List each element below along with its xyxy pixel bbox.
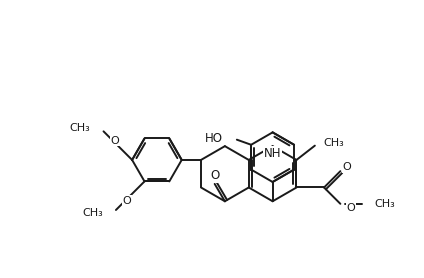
Text: O: O	[123, 196, 131, 206]
Text: O: O	[342, 162, 351, 172]
Text: CH₃: CH₃	[70, 123, 90, 133]
Text: O: O	[346, 203, 355, 213]
Text: O: O	[210, 169, 219, 182]
Text: CH₃: CH₃	[375, 199, 396, 209]
Text: NH: NH	[264, 147, 282, 160]
Text: O: O	[110, 136, 119, 145]
Text: CH₃: CH₃	[82, 208, 103, 218]
Text: CH₃: CH₃	[323, 138, 344, 148]
Text: HO: HO	[204, 132, 223, 145]
